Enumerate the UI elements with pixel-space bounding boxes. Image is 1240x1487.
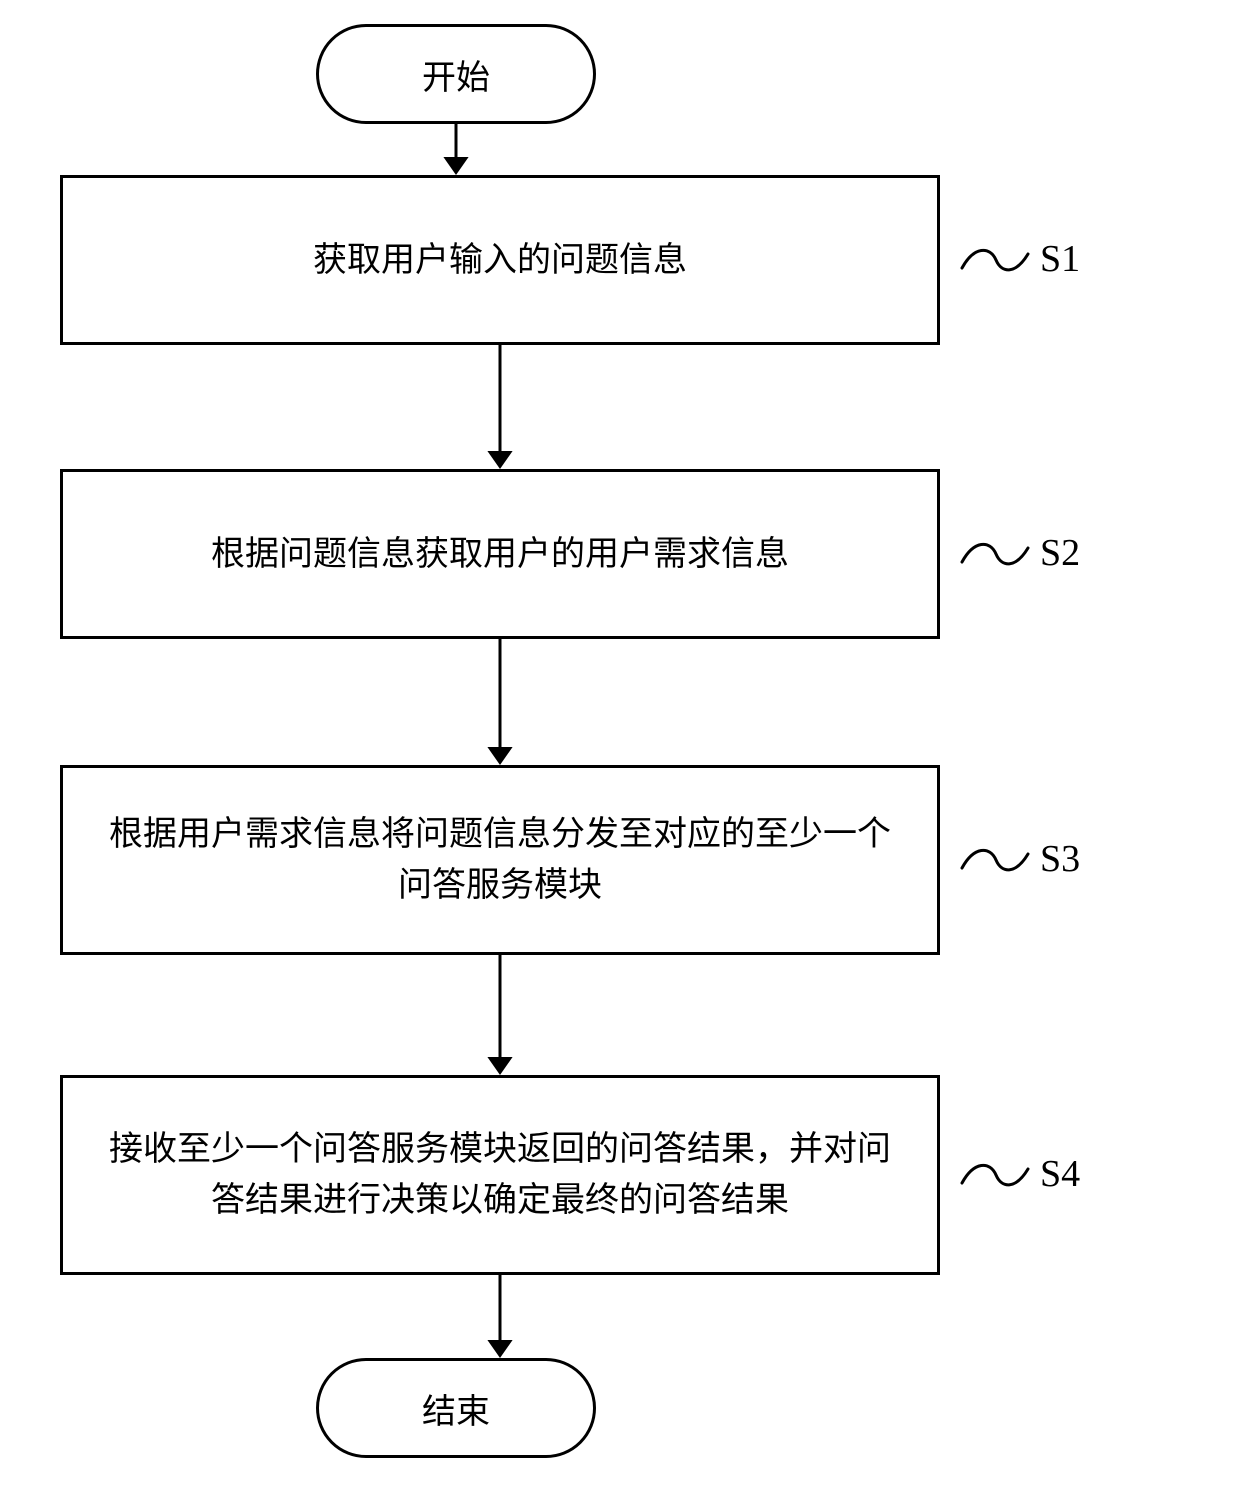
- step-label-s1: S1: [1040, 237, 1080, 281]
- node-text: 根据问题信息获取用户的用户需求信息: [211, 529, 789, 580]
- process-step-s1: 获取用户输入的问题信息: [60, 175, 940, 345]
- step-label-s2: S2: [1040, 531, 1080, 575]
- step-connector-tilde: [960, 1157, 1020, 1187]
- step-connector-tilde: [960, 536, 1020, 566]
- process-step-s2: 根据问题信息获取用户的用户需求信息: [60, 469, 940, 639]
- flow-arrow: [480, 639, 520, 765]
- flow-arrow: [436, 124, 476, 175]
- node-text: 根据用户需求信息将问题信息分发至对应的至少一个问答服务模块: [93, 809, 907, 911]
- process-step-s3: 根据用户需求信息将问题信息分发至对应的至少一个问答服务模块: [60, 765, 940, 955]
- flow-arrow: [480, 345, 520, 469]
- node-text: 接收至少一个问答服务模块返回的问答结果，并对问答结果进行决策以确定最终的问答结果: [93, 1124, 907, 1226]
- step-connector-tilde: [960, 842, 1020, 872]
- step-label-s3: S3: [1040, 837, 1080, 881]
- flow-arrow: [480, 955, 520, 1075]
- process-step-s4: 接收至少一个问答服务模块返回的问答结果，并对问答结果进行决策以确定最终的问答结果: [60, 1075, 940, 1275]
- flow-arrow: [480, 1275, 520, 1358]
- node-text: 结束: [422, 1384, 490, 1433]
- step-connector-tilde: [960, 242, 1020, 272]
- end-terminator: 结束: [316, 1358, 596, 1458]
- node-text: 开始: [422, 50, 490, 99]
- node-text: 获取用户输入的问题信息: [313, 235, 687, 286]
- flowchart-canvas: 开始获取用户输入的问题信息 S1 根据问题信息获取用户的用户需求信息 S2 根据用户需求…: [0, 0, 1240, 1487]
- step-label-s4: S4: [1040, 1152, 1080, 1196]
- start-terminator: 开始: [316, 24, 596, 124]
